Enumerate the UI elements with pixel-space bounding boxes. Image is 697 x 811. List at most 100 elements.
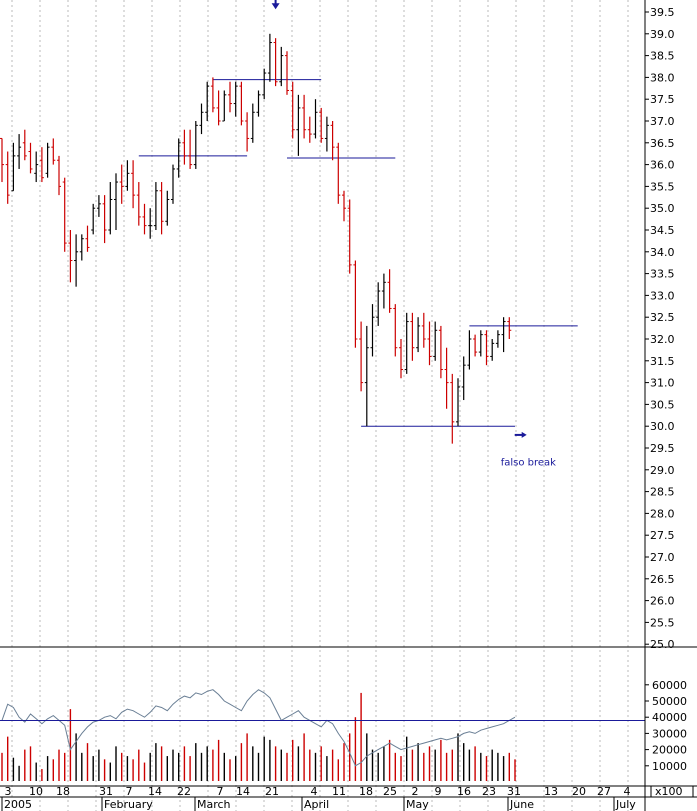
- ohlc-bar: [461, 356, 466, 401]
- ohlc-bar: [438, 325, 443, 379]
- down-arrow-head: [271, 3, 280, 10]
- ohlc-bar: [210, 77, 215, 113]
- ohlc-bar: [262, 68, 267, 100]
- price-tick-label: 30.5: [650, 398, 675, 411]
- price-axis-labels: 39.5 39.0 38.5 38.0 37.5 37.0 36.5 36.0 35.5 35.0…: [645, 6, 675, 651]
- ohlc-bar: [68, 230, 73, 283]
- ohlc-bar: [34, 151, 39, 183]
- ohlc-bar: [79, 234, 84, 261]
- ohlc-bar: [165, 190, 170, 226]
- ohlc-bar: [148, 208, 153, 239]
- ohlc-bar: [142, 203, 147, 235]
- price-tick-label: 25.5: [650, 616, 675, 629]
- ohlc-bar: [5, 151, 10, 204]
- ohlc-bar: [273, 38, 278, 87]
- price-tick-label: 26.0: [650, 595, 675, 608]
- day-label: 21: [265, 785, 279, 798]
- month-label: June: [509, 798, 534, 811]
- ohlc-bar: [393, 304, 398, 357]
- ohlc-bar: [222, 90, 227, 122]
- price-tick-label: 36.0: [650, 159, 675, 172]
- month-label: February: [104, 798, 153, 811]
- ohlc-bar: [28, 142, 33, 174]
- ohlc-bar: [216, 90, 221, 126]
- ohlc-bar: [359, 321, 364, 392]
- volume-tick-label: 50000: [652, 695, 687, 708]
- day-label: 7: [217, 785, 224, 798]
- ohlc-bar: [353, 260, 358, 348]
- price-tick-label: 26.5: [650, 573, 675, 586]
- ohlc-bar: [250, 103, 255, 143]
- ohlc-bar: [51, 138, 56, 165]
- price-tick-label: 34.5: [650, 224, 675, 237]
- ohlc-bar: [182, 129, 187, 165]
- price-tick-label: 35.0: [650, 202, 675, 215]
- right-arrow-head: [521, 431, 527, 438]
- price-tick-label: 36.5: [650, 137, 675, 150]
- ohlc-bar: [336, 142, 341, 204]
- day-label: 23: [482, 785, 496, 798]
- price-tick-label: 29.0: [650, 464, 675, 477]
- ohlc-bar: [22, 129, 27, 161]
- ohlc-bar: [484, 330, 489, 366]
- ohlc-bar: [290, 81, 295, 139]
- ohlc-bar: [376, 282, 381, 326]
- ohlc-bar: [410, 312, 415, 361]
- ohlc-bar: [153, 182, 158, 230]
- price-tick-label: 30.0: [650, 420, 675, 433]
- ohlc-bar: [108, 182, 113, 235]
- month-label: July: [615, 798, 636, 811]
- ohlc-bar: [267, 33, 272, 82]
- ohlc-bar: [433, 321, 438, 361]
- ohlc-bar: [193, 121, 198, 169]
- price-tick-label: 39.0: [650, 28, 675, 41]
- ohlc-bar: [228, 81, 232, 113]
- ohlc-bar: [74, 234, 79, 287]
- ohlc-bar: [456, 378, 460, 427]
- ohlc-bar: [114, 173, 118, 230]
- ohlc-bar: [285, 51, 289, 95]
- price-tick-label: 35.5: [650, 180, 675, 193]
- day-label: 2: [412, 785, 419, 798]
- day-label: 25: [383, 785, 397, 798]
- ohlc-bar: [176, 138, 181, 178]
- ohlc-bar: [501, 317, 506, 353]
- ohlc-bar: [62, 177, 67, 252]
- ohlc-bar: [444, 347, 449, 409]
- price-tick-label: 37.0: [650, 115, 675, 128]
- support-resistance-lines: [138, 79, 578, 427]
- ohlc-bar: [324, 116, 329, 152]
- price-tick-label: 25.0: [650, 638, 675, 651]
- vertical-grid: [11, 0, 629, 811]
- date-axis-labels: 3 10 18 31 7 14 22 7 14 21 4 11 18 25 2 9 16 23 31 13 20 27 4 2…: [1, 785, 636, 811]
- price-tick-label: 28.0: [650, 507, 675, 520]
- day-label: 11: [332, 785, 346, 798]
- volume-average-line: [1, 689, 516, 767]
- ohlc-bar: [307, 116, 312, 143]
- ohlc-bar: [233, 81, 238, 117]
- ohlc-bar: [39, 147, 44, 183]
- day-label: 4: [624, 785, 631, 798]
- price-tick-label: 38.0: [650, 71, 675, 84]
- ohlc-bar: [188, 129, 193, 169]
- day-label: 20: [572, 785, 586, 798]
- day-label: 18: [359, 785, 373, 798]
- day-label: 7: [126, 785, 133, 798]
- ohlc-bar: [245, 112, 250, 152]
- price-tick-label: 32.5: [650, 311, 675, 324]
- volume-tick-label: 30000: [652, 727, 687, 740]
- ohlc-bar: [96, 195, 101, 217]
- ohlc-bar: [85, 225, 90, 252]
- ohlc-bars: [0, 33, 512, 444]
- price-tick-label: 34.0: [650, 246, 675, 259]
- price-tick-label: 29.5: [650, 442, 675, 455]
- ohlc-bar: [399, 339, 403, 379]
- ohlc-bar: [450, 373, 455, 444]
- volume-tick-label: 40000: [652, 711, 687, 724]
- price-tick-label: 33.0: [650, 289, 675, 302]
- ohlc-bar: [421, 312, 426, 348]
- day-label: 14: [148, 785, 162, 798]
- ohlc-bar: [136, 182, 141, 226]
- ohlc-bar: [330, 121, 335, 161]
